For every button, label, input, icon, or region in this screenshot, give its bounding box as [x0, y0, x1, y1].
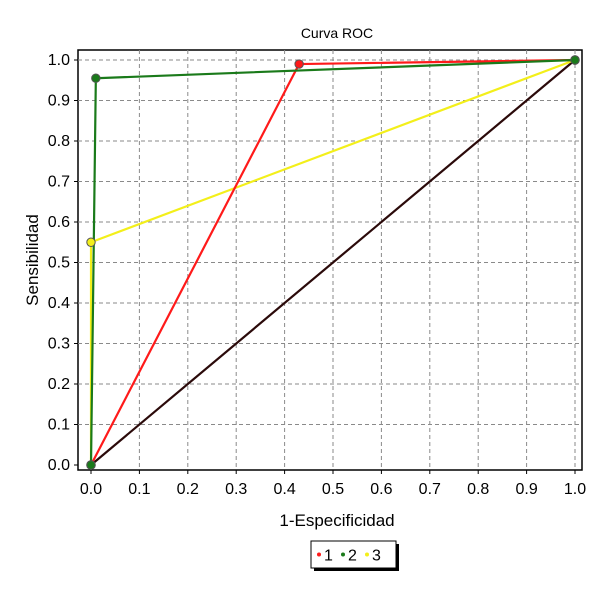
y-tick-label: 0.9 [48, 93, 70, 110]
x-tick-label: 0.2 [177, 481, 199, 498]
series-2-point [91, 73, 101, 83]
y-tick-label: 0.7 [48, 174, 70, 191]
x-tick-label: 0.7 [419, 481, 441, 498]
legend-box [310, 540, 397, 569]
y-tick-label: 0.6 [48, 214, 70, 231]
plot-area [77, 49, 583, 471]
plot-layer: 0.0 0.1 0.2 0.3 0.4 0.5 0.6 0.7 0.8 0.9 1.0 0.0 0.1 0… [48, 49, 586, 498]
y-tick-label: 0.4 [48, 295, 70, 312]
legend-marker-2 [341, 552, 345, 557]
y-tick-label: 0.2 [48, 376, 70, 393]
x-tick-label: 1.0 [564, 481, 586, 498]
y-tick-label: 0.5 [48, 255, 70, 272]
x-tick-label: 0.0 [80, 481, 102, 498]
legend-marker-3 [365, 552, 369, 557]
y-axis-label: Sensibilidad [23, 214, 42, 306]
series-2-point [86, 460, 96, 470]
y-tick-label: 0.3 [48, 336, 70, 353]
x-tick-label: 0.8 [467, 481, 489, 498]
reference-line [89, 58, 577, 467]
legend-label-1: 1 [324, 548, 333, 565]
x-axis-label: 1-Especificidad [279, 511, 394, 530]
x-tick-label: 0.9 [515, 481, 537, 498]
legend-marker-1 [317, 552, 321, 557]
y-tick-label: 0.1 [48, 417, 70, 434]
x-tick-label: 0.4 [273, 481, 295, 498]
y-tick-label: 0.8 [48, 133, 70, 150]
y-tick-label: 0.0 [48, 457, 70, 474]
x-tick-label: 0.1 [128, 481, 150, 498]
series-1-point [294, 59, 304, 69]
chart-title: Curva ROC [301, 25, 373, 41]
x-tick-label: 0.3 [225, 481, 247, 498]
y-tick-label: 1.0 [48, 52, 70, 69]
x-tick-label: 0.6 [370, 481, 392, 498]
legend-label-2: 2 [348, 548, 357, 565]
series-3-point [86, 237, 96, 247]
legend-label-3: 3 [372, 548, 381, 565]
series-2-point [570, 55, 580, 65]
x-tick-label: 0.5 [322, 481, 344, 498]
